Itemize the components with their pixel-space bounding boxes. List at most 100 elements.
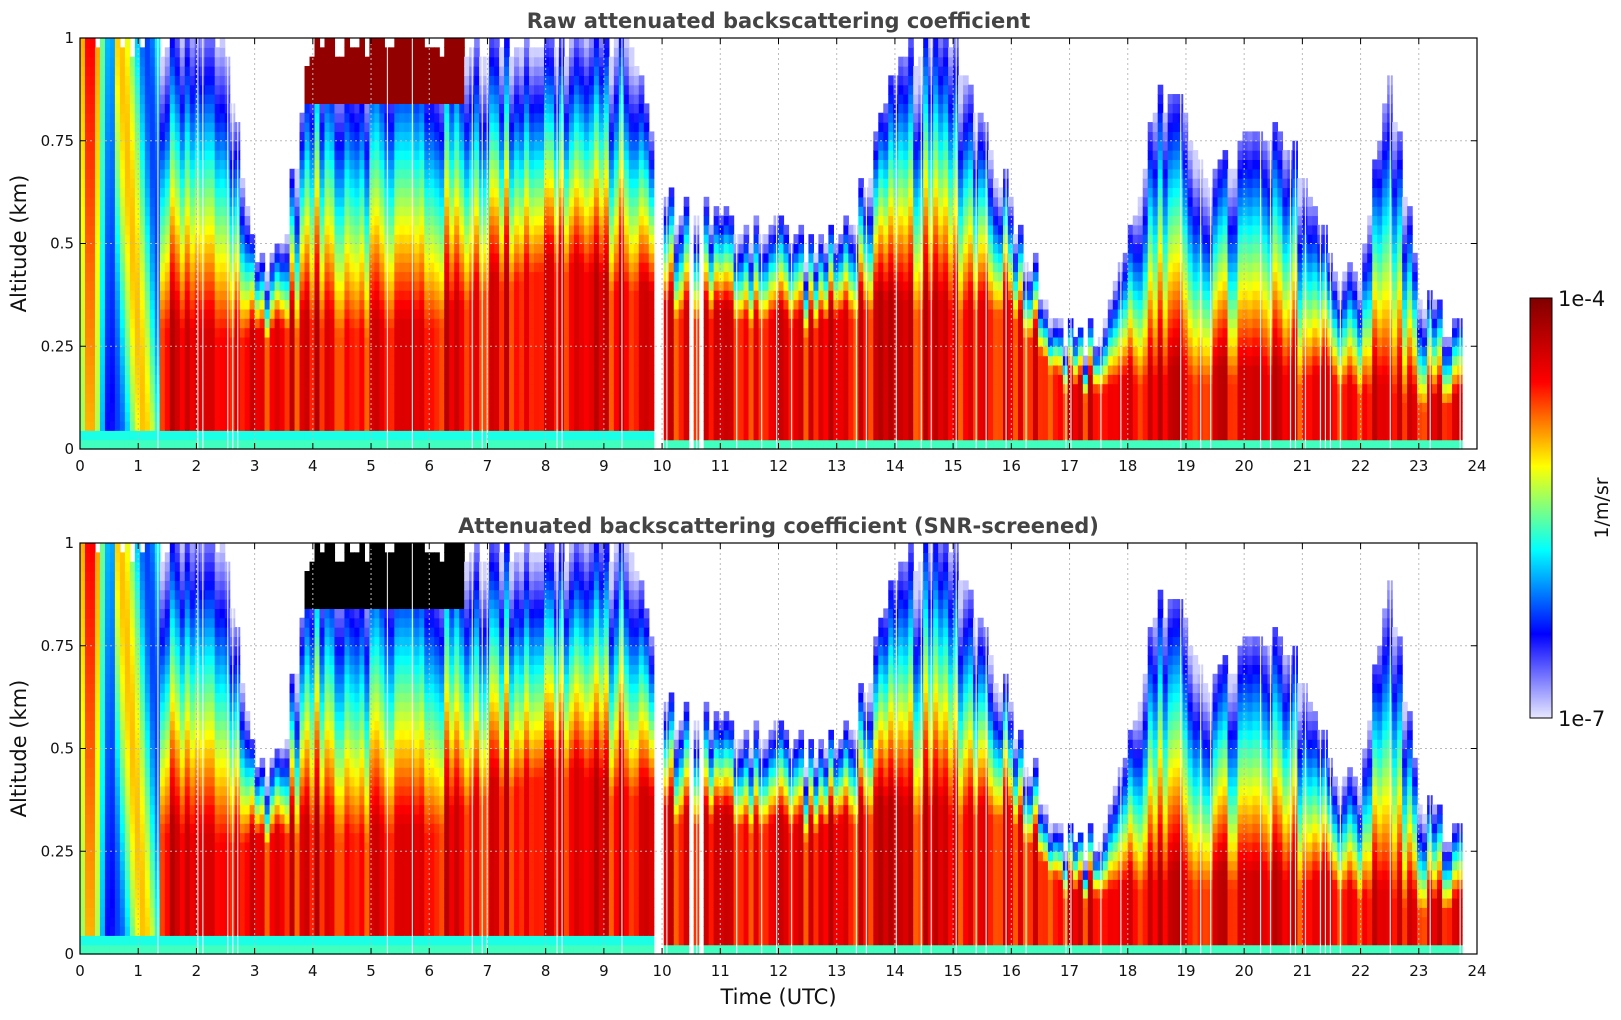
heatmap-cell bbox=[339, 346, 346, 357]
heatmap-cell bbox=[648, 271, 655, 282]
heatmap-cell bbox=[104, 411, 111, 422]
heatmap-cell bbox=[434, 47, 440, 58]
heatmap-cell bbox=[524, 308, 530, 319]
heatmap-cell bbox=[524, 346, 530, 357]
heatmap-cell bbox=[414, 308, 420, 319]
heatmap-cell bbox=[209, 392, 216, 403]
heatmap-cell bbox=[419, 84, 425, 95]
heatmap-cell bbox=[529, 131, 535, 142]
heatmap-cell bbox=[394, 196, 400, 207]
heatmap-cell bbox=[638, 392, 645, 403]
heatmap-cell bbox=[309, 122, 316, 133]
heatmap-cell bbox=[539, 94, 545, 104]
heatmap-cell bbox=[529, 159, 535, 170]
heatmap-cell bbox=[524, 392, 530, 403]
heatmap-cell bbox=[179, 131, 186, 142]
heatmap-cell bbox=[499, 122, 505, 133]
heatmap-cell bbox=[504, 187, 510, 198]
heatmap-cell bbox=[209, 103, 216, 114]
heatmap-cell bbox=[414, 299, 420, 310]
heatmap-cell bbox=[179, 336, 186, 347]
heatmap-cell bbox=[439, 346, 445, 357]
heatmap-cell bbox=[499, 103, 505, 114]
heatmap-cell bbox=[89, 140, 96, 151]
heatmap-cell bbox=[174, 290, 181, 301]
heatmap-cell bbox=[119, 224, 126, 235]
heatmap-cell bbox=[369, 206, 375, 217]
heatmap-cell bbox=[284, 346, 291, 357]
heatmap-cell bbox=[544, 112, 550, 123]
heatmap-cell bbox=[394, 299, 400, 310]
heatmap-cell bbox=[713, 206, 720, 217]
heatmap-cell bbox=[389, 159, 395, 170]
heatmap-cell bbox=[99, 383, 106, 394]
heatmap-cell bbox=[339, 103, 346, 114]
heatmap-cell bbox=[159, 94, 166, 104]
heatmap-cell bbox=[104, 178, 111, 189]
heatmap-cell bbox=[279, 402, 286, 413]
heatmap-cell bbox=[573, 140, 580, 151]
heatmap-cell bbox=[703, 420, 710, 431]
heatmap-cell bbox=[109, 215, 116, 226]
heatmap-cell bbox=[628, 75, 635, 86]
heatmap-cell bbox=[633, 75, 640, 86]
heatmap-cell bbox=[504, 364, 510, 375]
heatmap-cell bbox=[529, 411, 535, 422]
heatmap-cell bbox=[339, 374, 346, 385]
heatmap-cell bbox=[524, 66, 530, 76]
heatmap-cell bbox=[244, 308, 251, 319]
heatmap-cell bbox=[588, 103, 595, 114]
heatmap-cell bbox=[718, 262, 725, 273]
heatmap-cell bbox=[683, 280, 690, 291]
heatmap-cell bbox=[329, 122, 336, 133]
heatmap-cell bbox=[369, 252, 375, 263]
heatmap-cell bbox=[164, 168, 171, 179]
heatmap-cell bbox=[289, 234, 296, 245]
heatmap-cell bbox=[648, 290, 655, 301]
heatmap-cell bbox=[603, 150, 610, 161]
heatmap-cell bbox=[444, 84, 450, 95]
heatmap-cell bbox=[499, 318, 505, 329]
heatmap-cell bbox=[80, 336, 86, 347]
heatmap-cell bbox=[563, 299, 570, 310]
heatmap-cell bbox=[129, 140, 136, 151]
heatmap-cell bbox=[334, 224, 341, 235]
heatmap-cell bbox=[249, 374, 256, 385]
heatmap-cell bbox=[104, 94, 111, 104]
heatmap-cell bbox=[209, 430, 216, 441]
heatmap-cell bbox=[329, 290, 336, 301]
heatmap-cell bbox=[174, 299, 181, 310]
heatmap-cell bbox=[299, 252, 306, 263]
heatmap-cell bbox=[169, 150, 176, 161]
heatmap-cell bbox=[284, 318, 291, 329]
heatmap-cell bbox=[329, 112, 336, 123]
heatmap-cell bbox=[294, 318, 301, 329]
heatmap-cell bbox=[598, 168, 605, 179]
heatmap-cell bbox=[534, 430, 540, 441]
heatmap-cell bbox=[349, 159, 356, 170]
heatmap-cell bbox=[578, 66, 585, 76]
heatmap-cell bbox=[563, 318, 570, 329]
heatmap-cell bbox=[164, 243, 171, 254]
heatmap-cell bbox=[124, 280, 131, 291]
heatmap-cell bbox=[239, 374, 246, 385]
heatmap-cell bbox=[99, 234, 106, 245]
heatmap-cell bbox=[643, 327, 650, 338]
heatmap-cell bbox=[573, 336, 580, 347]
heatmap-cell bbox=[474, 224, 480, 235]
heatmap-cell bbox=[623, 168, 630, 179]
heatmap-cell bbox=[648, 150, 655, 161]
heatmap-cell bbox=[454, 280, 460, 291]
heatmap-cell bbox=[274, 430, 281, 441]
heatmap-cell bbox=[314, 411, 321, 422]
heatmap-cell bbox=[314, 140, 321, 151]
heatmap-cell bbox=[464, 140, 470, 151]
heatmap-cell bbox=[568, 131, 575, 142]
heatmap-cell bbox=[529, 234, 535, 245]
heatmap-cell bbox=[529, 346, 535, 357]
heatmap-cell bbox=[84, 112, 91, 123]
heatmap-cell bbox=[414, 150, 420, 161]
heatmap-cell bbox=[354, 430, 360, 441]
heatmap-cell bbox=[648, 318, 655, 329]
heatmap-cell bbox=[344, 94, 351, 104]
